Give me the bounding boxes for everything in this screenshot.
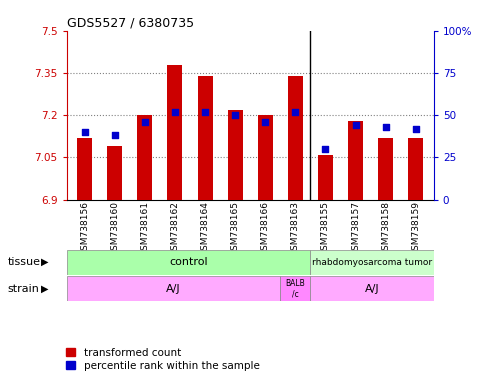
Text: ▶: ▶ (40, 257, 48, 267)
Bar (281, 276, 311, 301)
Text: strain: strain (7, 284, 39, 294)
Text: ▶: ▶ (40, 284, 48, 294)
Bar (138, 115, 152, 200)
Point (141, 119, 149, 125)
Text: tissue: tissue (7, 257, 40, 267)
Bar (408, 138, 423, 200)
Bar (258, 115, 273, 200)
Point (321, 146, 329, 152)
Bar (288, 76, 303, 200)
Bar (378, 138, 393, 200)
Point (412, 126, 420, 132)
Legend: transformed count, percentile rank within the sample: transformed count, percentile rank withi… (62, 344, 264, 375)
Bar (311, 276, 434, 301)
Bar (311, 250, 434, 275)
Bar (348, 121, 363, 200)
Bar (318, 155, 333, 200)
Point (261, 119, 269, 125)
Bar (228, 109, 243, 200)
Text: A/J: A/J (365, 284, 380, 294)
Point (171, 109, 179, 115)
Text: A/J: A/J (166, 284, 181, 294)
Bar (67, 276, 281, 301)
Bar (107, 146, 122, 200)
Point (111, 132, 119, 139)
Bar (168, 65, 182, 200)
Text: rhabdomyosarcoma tumor: rhabdomyosarcoma tumor (312, 258, 432, 266)
Text: GDS5527 / 6380735: GDS5527 / 6380735 (67, 17, 194, 30)
Point (201, 109, 209, 115)
Bar (67, 250, 311, 275)
Point (291, 109, 299, 115)
Text: BALB
/c: BALB /c (285, 279, 305, 299)
Point (81, 129, 89, 135)
Point (352, 122, 359, 128)
Point (382, 124, 389, 130)
Point (231, 112, 239, 118)
Bar (198, 76, 212, 200)
Bar (77, 138, 92, 200)
Text: control: control (169, 257, 208, 267)
